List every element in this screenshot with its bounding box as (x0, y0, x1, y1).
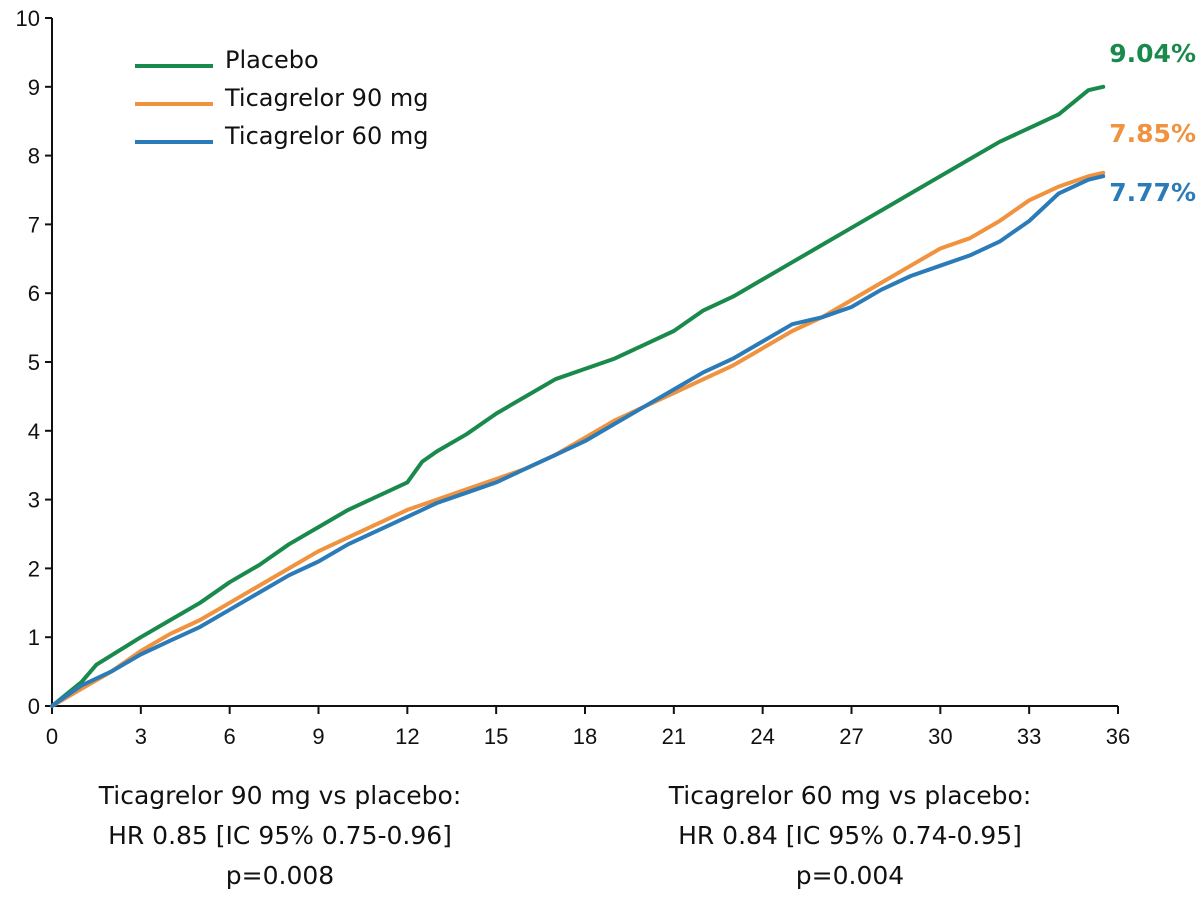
x-tick-label: 33 (1017, 724, 1041, 749)
x-tick-label: 21 (662, 724, 686, 749)
y-tick-label: 0 (28, 694, 40, 719)
stats-left: Ticagrelor 90 mg vs placebo: HR 0.85 [IC… (20, 776, 540, 896)
series-lines (50, 84, 1106, 708)
x-tick-label: 12 (395, 724, 419, 749)
x-tick-label: 18 (573, 724, 597, 749)
x-tick-label: 0 (46, 724, 58, 749)
x-tick-label: 24 (750, 724, 774, 749)
x-axis-ticks: 0 3 6 9 12 15 18 21 24 27 30 33 36 (46, 706, 1130, 749)
x-tick-label: 15 (484, 724, 508, 749)
x-tick-label: 6 (224, 724, 236, 749)
y-tick-label: 10 (16, 6, 40, 31)
legend-label-ticagrelor-60-mg: Ticagrelor 60 mg (224, 122, 428, 150)
y-axis-ticks: 0 1 2 3 4 5 6 7 8 9 10 (16, 6, 52, 719)
stats-left-comparison: Ticagrelor 90 mg vs placebo: (98, 781, 462, 810)
legend: Placebo Ticagrelor 90 mg Ticagrelor 60 mg (135, 46, 428, 150)
end-labels: 9.04% 7.85% 7.77% (1109, 39, 1196, 207)
series-line-ticagrelor-90-mg (50, 170, 1106, 708)
x-tick-label: 3 (135, 724, 147, 749)
x-tick-label: 30 (928, 724, 952, 749)
legend-label-placebo: Placebo (225, 46, 319, 74)
y-tick-label: 8 (28, 144, 40, 169)
y-tick-label: 5 (28, 350, 40, 375)
x-tick-label: 9 (312, 724, 324, 749)
y-tick-label: 2 (28, 556, 40, 581)
stats-right-p: p=0.004 (795, 861, 905, 890)
end-label-ticagrelor-60-mg: 7.77% (1109, 178, 1196, 207)
y-tick-label: 6 (28, 281, 40, 306)
y-tick-label: 4 (28, 419, 40, 444)
stats-left-hr: HR 0.85 [IC 95% 0.75-0.96] (108, 821, 452, 850)
y-tick-label: 9 (28, 75, 40, 100)
x-tick-label: 36 (1106, 724, 1130, 749)
series-line-placebo (50, 84, 1106, 708)
y-tick-label: 7 (28, 212, 40, 237)
y-tick-label: 1 (28, 625, 40, 650)
x-tick-label: 27 (839, 724, 863, 749)
series-line-ticagrelor-60-mg (50, 174, 1106, 708)
legend-label-ticagrelor-90-mg: Ticagrelor 90 mg (224, 84, 428, 112)
end-label-placebo: 9.04% (1109, 39, 1196, 68)
stats-right-comparison: Ticagrelor 60 mg vs placebo: (668, 781, 1032, 810)
stats-right-hr: HR 0.84 [IC 95% 0.74-0.95] (678, 821, 1022, 850)
stats-left-p: p=0.008 (225, 861, 335, 890)
end-label-ticagrelor-90-mg: 7.85% (1109, 119, 1196, 148)
stats-right: Ticagrelor 60 mg vs placebo: HR 0.84 [IC… (590, 776, 1110, 896)
y-tick-label: 3 (28, 488, 40, 513)
